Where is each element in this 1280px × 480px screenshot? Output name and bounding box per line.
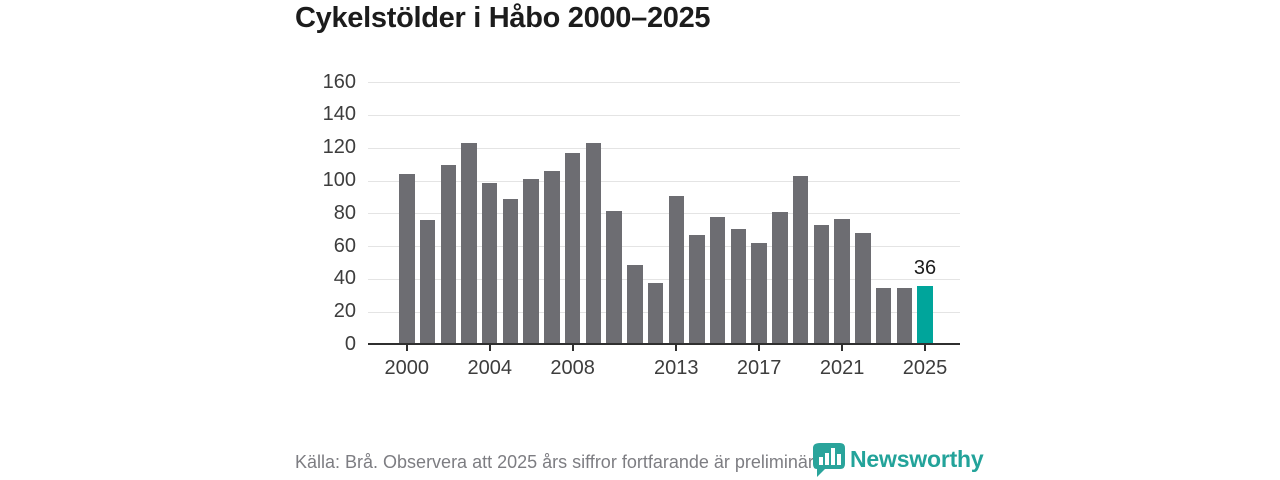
- y-axis-label-160: 160: [322, 70, 356, 93]
- source-note: Källa: Brå. Observera att 2025 års siffr…: [295, 452, 829, 472]
- gridline-60: [368, 246, 960, 248]
- x-axis-line: [368, 342, 960, 345]
- x-tick-2000: [405, 345, 408, 351]
- x-tick-2008: [571, 345, 574, 351]
- gridline-120: [368, 147, 960, 149]
- gridline-140: [368, 114, 960, 116]
- y-axis-label-20: 20: [333, 300, 356, 323]
- bar-2001: [419, 220, 436, 345]
- bar-2011: [627, 264, 643, 345]
- y-axis-label-100: 100: [322, 169, 356, 191]
- bar-2017: [751, 243, 767, 345]
- x-axis-label-2017: 2017: [736, 357, 782, 379]
- bar-2013: [668, 195, 684, 345]
- gridline-80: [368, 213, 960, 215]
- y-axis-label-80: 80: [333, 201, 356, 224]
- bar-2010: [606, 210, 622, 345]
- bar-2016: [730, 228, 747, 345]
- x-axis-label-2013: 2013: [654, 357, 699, 379]
- bar-2023: [875, 287, 892, 345]
- x-axis-label-2008: 2008: [550, 357, 595, 379]
- bar-2019: [792, 176, 809, 345]
- bar-2018: [772, 212, 788, 345]
- x-axis-label-2004: 2004: [467, 357, 512, 379]
- bar-2000: [399, 174, 415, 345]
- bar-2009: [585, 143, 602, 345]
- gridline-100: [368, 180, 960, 182]
- gridline-20: [368, 311, 960, 313]
- bar-2015: [709, 217, 726, 345]
- x-tick-2013: [675, 345, 678, 351]
- x-axis-label-2021: 2021: [819, 357, 865, 379]
- gridline-40: [368, 278, 960, 280]
- newsworthy-logo: Newsworthy: [811, 441, 984, 478]
- bar-2007: [544, 171, 560, 345]
- bar-2012: [647, 282, 664, 345]
- bar-2002: [440, 164, 456, 345]
- x-tick-2021: [841, 345, 844, 351]
- x-tick-2025: [924, 345, 926, 351]
- y-axis-label-60: 60: [333, 234, 356, 257]
- bar-2004: [481, 182, 498, 345]
- bar-2003: [461, 143, 477, 345]
- bar-2005: [502, 199, 519, 345]
- x-axis-label-2025: 2025: [902, 357, 948, 379]
- x-tick-2004: [488, 345, 491, 351]
- y-axis-label-140: 140: [322, 103, 356, 126]
- x-tick-2017: [758, 345, 761, 351]
- y-axis-label-120: 120: [322, 136, 356, 159]
- y-axis-label-0: 0: [344, 333, 356, 355]
- bar-2008: [564, 153, 581, 345]
- highlight-value-label: 36: [913, 256, 937, 279]
- bar-2020: [813, 225, 830, 345]
- x-axis-label-2000: 2000: [384, 357, 430, 379]
- gridline-160: [368, 82, 960, 84]
- bar-2014: [689, 235, 705, 345]
- newsworthy-logo-text: Newsworthy: [850, 446, 984, 472]
- bar-2021: [834, 218, 850, 345]
- newsworthy-logo-icon: [813, 443, 845, 477]
- bar-2024: [896, 287, 913, 345]
- y-axis-label-40: 40: [333, 267, 356, 290]
- bar-2022: [855, 233, 871, 345]
- chart-title: Cykelstölder i Håbo 2000–2025: [295, 2, 711, 34]
- bar-2006: [523, 179, 539, 345]
- bar-2025: [917, 285, 933, 345]
